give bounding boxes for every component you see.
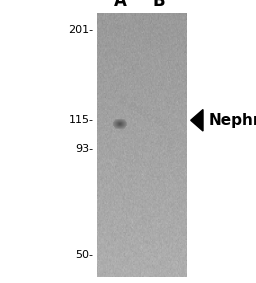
Text: 115-: 115- bbox=[68, 115, 93, 125]
Text: 93-: 93- bbox=[75, 143, 93, 154]
Text: © ProSci Inc.: © ProSci Inc. bbox=[116, 95, 172, 132]
Text: 50-: 50- bbox=[76, 250, 93, 260]
Text: B: B bbox=[152, 0, 165, 10]
Text: 201-: 201- bbox=[68, 25, 93, 35]
Text: A: A bbox=[114, 0, 127, 10]
Text: Nephrin: Nephrin bbox=[208, 113, 256, 128]
Polygon shape bbox=[191, 110, 203, 131]
